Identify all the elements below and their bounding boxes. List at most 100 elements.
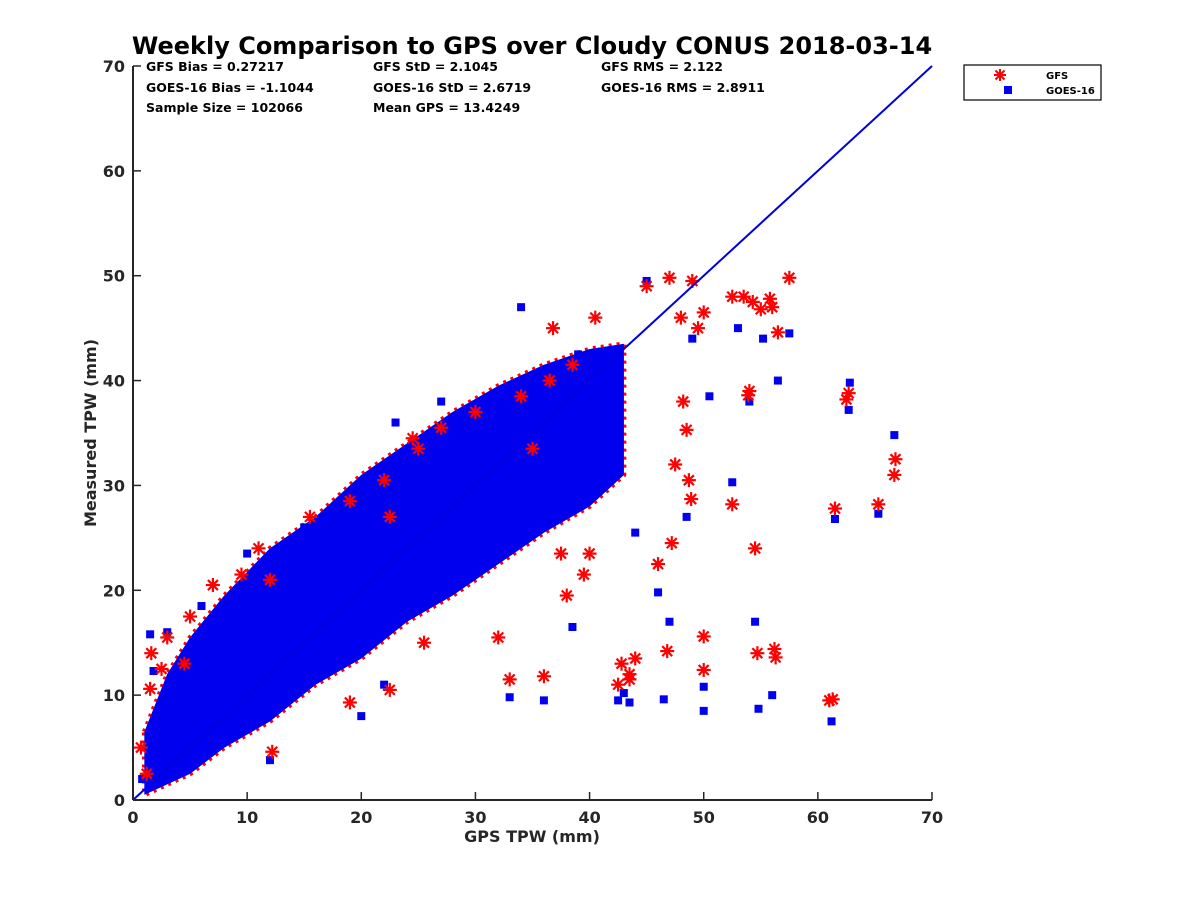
gfs-point-stroke [755, 303, 767, 316]
legend-goes-marker [1004, 86, 1012, 94]
gfs-point-stroke [566, 359, 579, 371]
gfs-point-stroke [469, 406, 482, 418]
gfs-point [525, 441, 540, 456]
gfs-point-stroke [665, 537, 678, 549]
gfs-point-stroke [235, 568, 248, 581]
gfs-point-stroke [612, 678, 624, 691]
gfs-point [696, 305, 711, 320]
gfs-point [660, 644, 675, 659]
x-tick-label: 50 [693, 808, 715, 827]
y-tick-label: 30 [103, 476, 125, 495]
gfs-point [434, 420, 449, 435]
goes16-point [174, 717, 183, 726]
gfs-point-stroke [677, 395, 689, 408]
gfs-point-stroke [264, 574, 276, 586]
stat-goes-rms: GOES-16 RMS = 2.8911 [601, 80, 765, 95]
goes16-point [845, 378, 854, 387]
gfs-point [382, 682, 397, 697]
x-tick-label: 70 [921, 808, 943, 827]
gfs-point-stroke [583, 547, 596, 560]
goes16-point [149, 667, 158, 676]
gfs-point [382, 509, 397, 524]
gfs-point [696, 629, 711, 644]
gfs-point [582, 546, 597, 561]
goes16-point [488, 392, 497, 401]
gfs-point [588, 310, 603, 325]
gfs-point-stroke [683, 474, 695, 486]
gfs-point [614, 656, 629, 671]
gfs-point [160, 630, 175, 645]
gfs-point [651, 557, 666, 572]
goes16-point [157, 701, 166, 710]
gfs-point [154, 661, 169, 676]
goes16-point [751, 617, 760, 626]
gfs-point-stroke [543, 374, 556, 387]
goes16-point [265, 756, 274, 765]
stat-gfs-std: GFS StD = 2.1045 [373, 59, 498, 74]
gfs-point-stroke [304, 511, 316, 523]
goes16-point [300, 523, 309, 532]
goes16-point [705, 392, 714, 401]
gfs-point [684, 492, 699, 507]
gfs-point [782, 270, 797, 285]
gfs-point [468, 405, 483, 420]
goes16-point [733, 324, 742, 333]
gfs-point [491, 630, 506, 645]
gfs-point-stroke [161, 631, 174, 644]
gfs-point [748, 541, 763, 556]
gfs-point-stroke [560, 589, 573, 602]
gfs-point [770, 325, 785, 340]
stat-gfs-rms: GFS RMS = 2.122 [601, 59, 723, 74]
gfs-point [514, 389, 529, 404]
gfs-point-stroke [697, 664, 710, 676]
gfs-point [664, 536, 679, 551]
gfs-point-stroke [492, 631, 505, 644]
chart-title: Weekly Comparison to GPS over Cloudy CON… [132, 32, 932, 60]
gfs-point [546, 321, 561, 336]
goes16-point [773, 376, 782, 385]
gfs-point [139, 766, 154, 781]
gfs-point [377, 473, 392, 488]
goes16-point [197, 602, 206, 611]
gfs-point [639, 279, 654, 294]
goes16-point [505, 693, 514, 702]
gfs-point-stroke [155, 663, 168, 675]
gfs-point-stroke [829, 502, 841, 515]
gfs-point-stroke [406, 432, 419, 445]
gfs-point-stroke [680, 424, 693, 436]
plot-area [132, 65, 933, 801]
gfs-point [183, 609, 198, 624]
gfs-point-stroke [623, 673, 636, 686]
x-tick-label: 30 [464, 808, 486, 827]
gfs-point-stroke [412, 442, 425, 455]
gfs-point [417, 635, 432, 650]
y-axis-label: Measured TPW (mm) [81, 339, 100, 527]
goes16-point [539, 696, 548, 705]
goes16-point [699, 706, 708, 715]
x-axis-label: GPS TPW (mm) [464, 827, 600, 846]
gfs-point [691, 321, 706, 336]
gfs-point-stroke [769, 651, 782, 664]
gfs-point-stroke [737, 290, 750, 303]
gfs-point [144, 646, 159, 661]
goes16-point [654, 588, 663, 597]
gfs-point-stroke [515, 390, 527, 403]
gfs-point-stroke [685, 493, 697, 505]
gfs-point [681, 473, 696, 488]
gfs-point-stroke [555, 547, 567, 560]
gfs-point [411, 441, 426, 456]
stat-sample-size: Sample Size = 102066 [146, 100, 303, 115]
gfs-point [668, 457, 683, 472]
gfs-point-stroke [435, 421, 447, 434]
y-tick-label: 0 [114, 791, 125, 810]
gfs-point-stroke [888, 469, 901, 481]
gfs-point-stroke [384, 511, 396, 523]
gfs-point-stroke [764, 293, 776, 305]
gfs-point [234, 567, 249, 582]
gfs-point-stroke [184, 610, 196, 623]
gfs-point [251, 541, 266, 556]
gfs-point-stroke [384, 684, 396, 696]
gfs-point-stroke [686, 275, 699, 287]
gfs-point [628, 651, 643, 666]
